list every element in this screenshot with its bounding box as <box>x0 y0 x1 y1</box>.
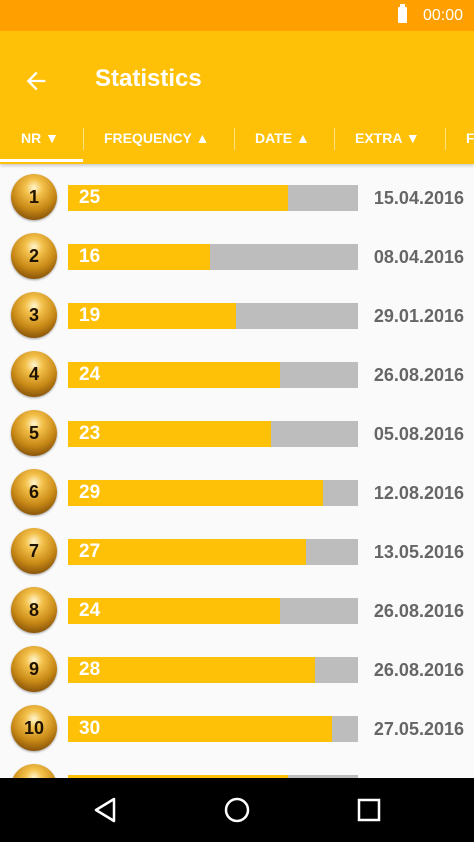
sort-tabs: NR ▼ FREQUENCY ▲ DATE ▲ EXTRA ▼ F <box>0 126 474 164</box>
number-ball: 8 <box>11 587 57 633</box>
tab-overflow[interactable]: F <box>466 130 474 146</box>
last-draw-date: 26.08.2016 <box>373 660 464 680</box>
frequency-value: 23 <box>79 423 101 444</box>
number-ball <box>11 764 57 778</box>
list-item[interactable]: 3 19 29.01.2016 <box>0 282 474 342</box>
circle-home-icon[interactable] <box>222 795 252 825</box>
tab-divider <box>83 128 84 150</box>
ball-number: 4 <box>28 364 39 384</box>
triangle-back-icon[interactable] <box>91 795 121 825</box>
number-ball: 10 <box>11 705 57 751</box>
frequency-value: 19 <box>79 305 101 326</box>
frequency-bar-fill <box>68 539 306 565</box>
tab-divider <box>445 128 446 150</box>
last-draw-date: 15.04.2016 <box>373 188 464 208</box>
number-ball: 2 <box>11 233 57 279</box>
frequency-value: 25 <box>79 187 101 208</box>
ball-number: 5 <box>28 423 39 443</box>
frequency-value: 24 <box>79 600 101 621</box>
tab-nr[interactable]: NR ▼ <box>21 130 59 146</box>
ball-number: 7 <box>28 541 39 561</box>
tab-frequency[interactable]: FREQUENCY ▲ <box>104 130 210 146</box>
tab-date[interactable]: DATE ▲ <box>255 130 310 146</box>
frequency-bar-fill <box>68 303 237 329</box>
frequency-bar-fill <box>68 598 280 624</box>
frequency-bar-fill <box>68 775 289 778</box>
tab-indicator <box>0 159 83 162</box>
last-draw-date: 12.08.2016 <box>373 483 464 503</box>
number-ball: 9 <box>11 646 57 692</box>
frequency-value: 16 <box>79 246 101 267</box>
number-ball: 7 <box>11 528 57 574</box>
last-draw-date: 05.08.2016 <box>373 424 464 444</box>
frequency-value: 29 <box>79 482 101 503</box>
last-draw-date: 29.01.2016 <box>373 306 464 326</box>
status-clock: 00:00 <box>422 7 463 24</box>
frequency-bar: 27 <box>68 539 358 565</box>
last-draw-date: 27.05.2016 <box>373 719 464 739</box>
tab-extra[interactable]: EXTRA ▼ <box>355 130 420 146</box>
frequency-bar: 30 <box>68 716 358 742</box>
page-title: Statistics <box>95 65 202 92</box>
ball-number: 1 <box>28 187 39 207</box>
frequency-bar-fill <box>68 185 289 211</box>
list-item[interactable]: 4 24 26.08.2016 <box>0 341 474 401</box>
list-item[interactable]: 5 23 05.08.2016 <box>0 400 474 460</box>
frequency-bar: 24 <box>68 362 358 388</box>
ball-number: 6 <box>28 482 39 502</box>
frequency-value: 27 <box>79 541 101 562</box>
ball-number <box>11 764 57 778</box>
last-draw-date: 26.08.2016 <box>373 365 464 385</box>
frequency-bar-fill <box>68 657 315 683</box>
frequency-bar <box>68 775 358 778</box>
list-item[interactable]: 9 28 26.08.2016 <box>0 636 474 696</box>
status-bar: 00:00 <box>0 0 474 31</box>
arrow-back-icon[interactable] <box>22 67 50 95</box>
tab-divider <box>234 128 235 150</box>
system-nav-bar <box>0 778 474 842</box>
frequency-bar-fill <box>68 480 324 506</box>
frequency-bar-fill <box>68 244 211 270</box>
ball-number: 2 <box>28 246 39 266</box>
frequency-value: 30 <box>79 718 101 739</box>
number-ball: 5 <box>11 410 57 456</box>
ball-number: 9 <box>28 659 39 679</box>
frequency-bar: 16 <box>68 244 358 270</box>
frequency-value: 24 <box>79 364 101 385</box>
list-item[interactable]: 8 24 26.08.2016 <box>0 577 474 637</box>
list-item[interactable]: 1 25 15.04.2016 <box>0 164 474 224</box>
frequency-bar: 24 <box>68 598 358 624</box>
frequency-bar-fill <box>68 421 271 447</box>
frequency-bar: 23 <box>68 421 358 447</box>
number-ball: 4 <box>11 351 57 397</box>
ball-number: 3 <box>28 305 39 325</box>
frequency-bar-fill <box>68 362 280 388</box>
frequency-value: 28 <box>79 659 101 680</box>
list-item[interactable] <box>0 754 474 778</box>
statistics-list: 1 25 15.04.2016 2 16 08.04.2016 3 19 29.… <box>0 164 474 778</box>
last-draw-date: 13.05.2016 <box>373 542 464 562</box>
number-ball: 3 <box>11 292 57 338</box>
last-draw-date: 08.04.2016 <box>373 247 464 267</box>
frequency-bar: 28 <box>68 657 358 683</box>
app-bar: Statistics <box>0 31 474 126</box>
battery-icon <box>398 4 407 23</box>
list-item[interactable]: 6 29 12.08.2016 <box>0 459 474 519</box>
number-ball: 6 <box>11 469 57 515</box>
number-ball: 1 <box>11 174 57 220</box>
list-item[interactable]: 10 30 27.05.2016 <box>0 695 474 755</box>
square-recents-icon[interactable] <box>354 795 384 825</box>
list-item[interactable]: 2 16 08.04.2016 <box>0 223 474 283</box>
frequency-bar: 29 <box>68 480 358 506</box>
list-item[interactable]: 7 27 13.05.2016 <box>0 518 474 578</box>
frequency-bar: 19 <box>68 303 358 329</box>
frequency-bar-fill <box>68 716 332 742</box>
ball-number: 10 <box>23 718 45 738</box>
ball-number: 8 <box>28 600 39 620</box>
frequency-bar: 25 <box>68 185 358 211</box>
tab-divider <box>334 128 335 150</box>
last-draw-date: 26.08.2016 <box>373 601 464 621</box>
